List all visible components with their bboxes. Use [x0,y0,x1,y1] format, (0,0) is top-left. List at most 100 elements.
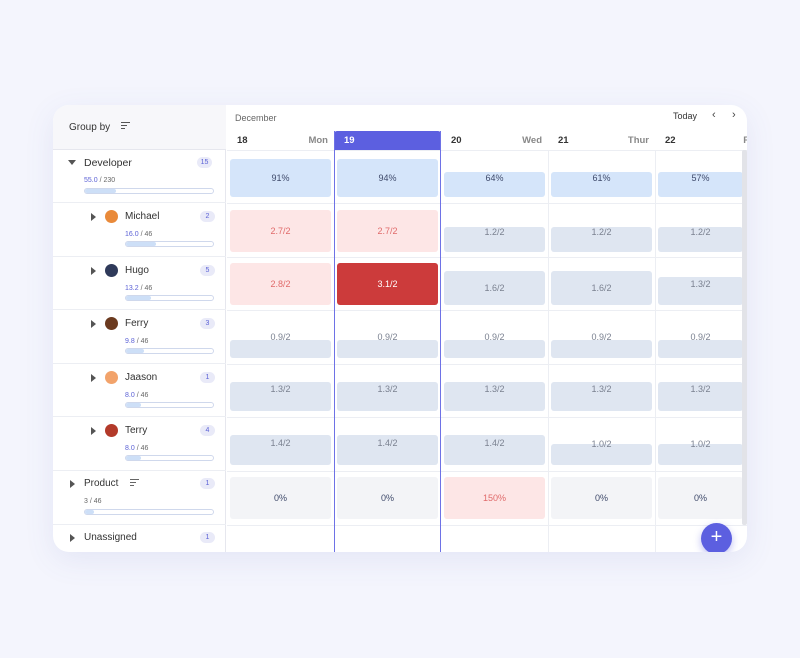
person-name: Ferry [125,318,149,329]
capacity-progress-bar [125,295,214,301]
allocation-cell[interactable]: 1.2/2 [658,227,743,252]
capacity-progress-bar [125,455,214,461]
task-count-badge: 2 [200,211,215,222]
allocation-cell[interactable]: 0% [230,477,331,519]
day-header-21[interactable]: 21 Thur [558,135,649,146]
avatar [105,424,118,437]
allocation-value: 0.9/2 [377,332,398,342]
allocation-cell[interactable] [444,340,545,358]
allocation-cell[interactable]: 1.3/2 [230,382,331,411]
avatar [105,264,118,277]
allocation-cell[interactable]: 0% [337,477,438,519]
day-header-18[interactable]: 18 Mon [237,135,328,146]
allocation-cell[interactable]: 1.2/2 [444,227,545,252]
member-count-badge: 15 [197,157,212,168]
day-header-20[interactable]: 20 Wed [451,135,542,146]
allocation-cell[interactable]: 1.4/2 [444,435,545,465]
member-count-badge: 1 [200,478,215,489]
allocation-cell[interactable]: 1.4/2 [337,435,438,465]
resource-planner-card: Group by Developer 15 55.0 / 230 Michael… [53,105,747,552]
group-row-unassigned[interactable]: Unassigned 1 [53,525,226,552]
allocation-cell-overbooked[interactable]: 3.1/2 [337,263,438,305]
allocation-cell[interactable]: 1.3/2 [658,382,743,411]
task-count-badge: 1 [200,372,215,383]
hours-summary: 9.8 / 46 [125,338,149,345]
group-name: Unassigned [84,532,137,543]
collapse-caret-icon[interactable] [68,160,76,165]
group-row-product[interactable]: Product 1 3 / 46 [53,471,226,525]
allocation-cell[interactable] [551,340,652,358]
capacity-progress-bar [84,509,214,515]
expand-caret-icon[interactable] [91,267,96,275]
capacity-progress-bar [125,241,214,247]
today-button[interactable]: Today [673,111,698,121]
expand-caret-icon[interactable] [91,427,96,435]
group-by-header[interactable]: Group by [53,105,226,150]
allocation-cell[interactable]: 2.7/2 [230,210,331,252]
prev-chevron-icon[interactable]: ‹ [712,109,716,121]
allocation-cell[interactable]: 1.3/2 [337,382,438,411]
next-chevron-icon[interactable]: › [732,109,736,121]
allocation-cell[interactable]: 2.7/2 [337,210,438,252]
list-options-icon[interactable] [130,479,139,487]
expand-caret-icon[interactable] [91,320,96,328]
allocation-cell[interactable]: 1.3/2 [444,382,545,411]
capacity-progress-bar [84,188,214,194]
schedule-grid: December Today ‹ › 18 Mon 19 20 Wed 21 Thur… [227,105,747,552]
group-name: Developer [84,157,132,169]
group-by-list-icon[interactable] [121,122,130,130]
allocation-cell[interactable]: 150% [444,477,545,519]
allocation-value: 1.0/2 [690,439,711,449]
person-row-terry[interactable]: Terry 4 8.0 / 46 [53,417,226,471]
vertical-scrollbar[interactable] [742,150,747,525]
allocation-cell[interactable]: 1.6/2 [551,271,652,305]
person-row-ferry[interactable]: Ferry 3 9.8 / 46 [53,310,226,364]
allocation-value: 0.9/2 [591,332,612,342]
allocation-cell[interactable]: 1.3/2 [658,277,743,305]
expand-caret-icon[interactable] [70,480,75,488]
capacity-progress-bar [125,348,214,354]
group-name: Product [84,478,119,489]
allocation-cell[interactable]: 91% [230,159,331,197]
allocation-cell[interactable]: 1.3/2 [551,382,652,411]
expand-caret-icon[interactable] [91,374,96,382]
allocation-cell[interactable]: 0% [658,477,743,519]
allocation-value: 0.9/2 [270,332,291,342]
group-row-developer[interactable]: Developer 15 55.0 / 230 [53,150,226,203]
allocation-value: 0.9/2 [690,332,711,342]
day-header-19-selected[interactable]: 19 [334,131,441,150]
allocation-cell[interactable]: 57% [658,172,743,197]
allocation-cell[interactable] [658,340,743,358]
person-name: Terry [125,425,148,436]
allocation-cell[interactable] [230,340,331,358]
allocation-value: 0.9/2 [484,332,505,342]
allocation-cell[interactable]: 0% [551,477,652,519]
day-header-22[interactable]: 22 F [665,135,747,146]
allocation-cell[interactable]: 1.2/2 [551,227,652,252]
person-row-michael[interactable]: Michael 2 16.0 / 46 [53,203,226,257]
person-row-jaason[interactable]: Jaason 1 8.0 / 46 [53,364,226,417]
allocation-cell[interactable] [551,444,652,465]
avatar [105,317,118,330]
allocation-cell[interactable] [658,444,743,465]
task-count-badge: 3 [200,318,215,329]
allocation-cell[interactable]: 64% [444,172,545,197]
avatar [105,210,118,223]
avatar [105,371,118,384]
person-row-hugo[interactable]: Hugo 5 13.2 / 46 [53,257,226,310]
add-button[interactable]: + [701,523,732,552]
expand-caret-icon[interactable] [91,213,96,221]
allocation-cell[interactable]: 1.4/2 [230,435,331,465]
allocation-cell[interactable]: 2.8/2 [230,263,331,305]
hours-summary: 16.0 / 46 [125,231,153,238]
person-name: Hugo [125,265,149,276]
task-count-badge: 5 [200,265,215,276]
allocation-cell[interactable] [337,340,438,358]
allocation-cell[interactable]: 1.6/2 [444,271,545,305]
capacity-progress-bar [125,402,214,408]
hours-summary: 3 / 46 [84,498,102,505]
allocation-cell[interactable]: 94% [337,159,438,197]
expand-caret-icon[interactable] [70,534,75,542]
resource-list-panel: Group by Developer 15 55.0 / 230 Michael… [53,105,226,552]
allocation-cell[interactable]: 61% [551,172,652,197]
